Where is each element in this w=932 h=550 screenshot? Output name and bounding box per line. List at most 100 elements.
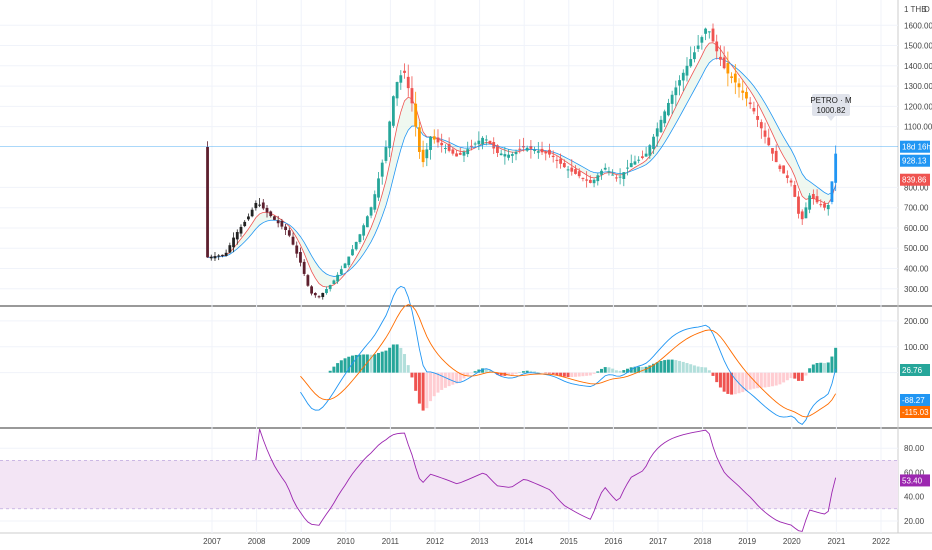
macd-histogram-bar [700,367,704,373]
price-candle [548,143,551,158]
candle-body [540,148,544,153]
price-candle [484,135,488,146]
candle-body [588,179,592,183]
price-candle [581,177,585,182]
price-candle [663,109,667,127]
y-tick-label: 800.00 [904,183,929,192]
candle-body [793,184,797,197]
macd-histogram-bar [611,368,615,373]
price-candle [321,292,325,300]
macd-histogram-bar [369,354,373,373]
price-candle [447,137,451,153]
macd-histogram-bar [622,370,626,373]
candle-body [826,205,830,210]
x-tick-label: 2019 [738,537,756,546]
candle-body [325,289,328,294]
candle-body [733,73,737,83]
price-candle [369,206,373,219]
price-candle [733,64,737,95]
price-candle [544,150,548,161]
macd-histogram-bar [614,370,618,373]
candle-body [730,76,733,78]
price-candle [239,224,243,237]
price-candle [644,146,648,157]
candle-body [719,56,722,60]
macd-histogram-bar [826,362,830,373]
candle-body [365,216,369,228]
candle-body [611,174,615,176]
candle-body [811,193,815,199]
macd-histogram-bar [380,351,384,373]
price-candle [432,129,436,144]
candle-body [507,154,510,158]
candle-body [295,245,299,254]
price-candle [652,134,655,154]
tooltip-arrow [827,116,835,121]
y-tick-label: 300.00 [904,285,929,294]
candle-body [652,136,655,149]
price-candle [403,63,406,79]
price-candle [499,149,503,156]
macd-histogram-bar [733,372,737,395]
candle-body [444,148,447,150]
value-tag: 53.40 [900,474,930,487]
candle-body [299,252,302,263]
macd-histogram-bar [429,372,433,402]
y-tick-label: 20.00 [904,517,925,526]
macd-histogram-bar [774,372,778,386]
x-tick-label: 2009 [292,537,310,546]
symbol-value: 1000.82 [817,106,846,115]
macd-histogram-bar [362,354,366,373]
candle-body [473,143,477,145]
candle-body [391,96,395,126]
candle-body [711,28,715,42]
tag-text: 26.76 [902,366,923,375]
candle-body [659,119,663,133]
macd-histogram-bar [521,371,525,373]
candle-body [815,196,819,203]
candle-body [707,31,711,33]
x-tick-label: 2020 [783,537,801,546]
tag-background [900,140,930,153]
candle-body [369,207,373,216]
candle-body [622,172,626,179]
candle-body [332,280,336,284]
price-candle [325,286,328,295]
candle-body [455,153,458,157]
y-tick-label: 1200.00 [904,102,932,111]
macd-histogram-bar [711,372,715,376]
macd-histogram-bar [410,372,414,378]
price-candle [473,141,477,148]
price-candle [273,215,276,221]
price-candle [243,220,247,228]
candle-body [313,292,317,296]
price-candle [674,80,678,107]
price-candle [391,95,395,128]
price-candle [655,122,659,147]
macd-histogram-bar [481,368,485,373]
candle-body [551,155,555,158]
price-candle [503,146,507,165]
macd-pane[interactable] [300,285,838,426]
price-candle [280,218,284,230]
rsi-pane[interactable] [0,428,898,532]
tag-text: -88.27 [902,396,925,405]
candle-body [377,178,380,198]
x-tick-label: 2021 [828,537,846,546]
candle-body [689,59,693,67]
candle-body [607,171,611,173]
price-candle [518,139,522,154]
value-tag: 839.86 [900,173,930,186]
candle-body [503,154,507,157]
candle-body [414,103,418,127]
macd-histogram-bar [770,372,774,387]
price-candle [811,189,815,205]
candle-body [644,153,648,157]
candle-body [704,28,707,34]
macd-histogram-bar [585,372,589,376]
candle-body [655,128,659,137]
price-candle [436,129,440,148]
candle-body [741,90,745,93]
